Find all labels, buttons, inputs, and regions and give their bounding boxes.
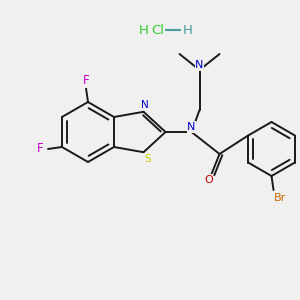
Text: Cl: Cl bbox=[152, 23, 164, 37]
Text: S: S bbox=[144, 154, 151, 164]
Text: Br: Br bbox=[273, 193, 286, 203]
Text: N: N bbox=[141, 100, 148, 110]
Text: F: F bbox=[83, 74, 89, 88]
Text: N: N bbox=[187, 122, 196, 132]
Text: F: F bbox=[37, 142, 43, 155]
Text: O: O bbox=[204, 175, 213, 185]
Text: H: H bbox=[139, 23, 149, 37]
Text: H: H bbox=[183, 23, 193, 37]
Text: N: N bbox=[195, 60, 204, 70]
